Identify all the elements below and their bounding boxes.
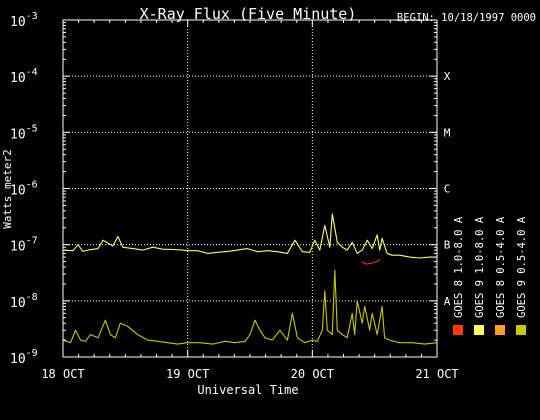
y-tick-label: 10-3 bbox=[10, 11, 38, 30]
grid bbox=[63, 20, 437, 357]
flare-class-label-b: B bbox=[444, 239, 451, 252]
begin-label: BEGIN: 10/18/1997 0000 bbox=[397, 12, 536, 24]
chart-title: X-Ray Flux (Five Minute) bbox=[140, 5, 357, 23]
legend-label-1: GOES 8 0.5-4.0 A bbox=[495, 216, 507, 318]
legend-swatch-1 bbox=[495, 325, 505, 335]
legend-swatch-0 bbox=[453, 325, 463, 335]
flare-class-label-a: A bbox=[444, 295, 451, 308]
series-line-goes-9-1-0-8-0-a bbox=[62, 213, 437, 259]
series-line-goes-8-1-0-8-0-a bbox=[361, 258, 381, 265]
x-tick-label: 19 OCT bbox=[166, 367, 209, 381]
legend-label-0: GOES 8 1.0-8.0 A bbox=[453, 216, 465, 318]
legend-swatch-2 bbox=[474, 325, 484, 335]
legend: GOES 8 1.0-8.0 A GOES 9 1.0-8.0 A GOES 8 0… bbox=[453, 216, 528, 335]
y-tick-label: 10-5 bbox=[10, 123, 38, 142]
y-tick-label: 10-7 bbox=[10, 236, 38, 255]
flare-class-label-c: C bbox=[444, 183, 451, 196]
legend-label-3: GOES 9 0.5-4.0 A bbox=[516, 216, 528, 318]
series bbox=[62, 213, 438, 345]
x-tick-label: 20 OCT bbox=[291, 367, 334, 381]
flare-class-label-m: M bbox=[444, 126, 451, 139]
x-tick-label: 18 OCT bbox=[41, 367, 84, 381]
legend-swatch-3 bbox=[516, 325, 526, 335]
legend-label-2: GOES 9 1.0-8.0 A bbox=[474, 216, 486, 318]
x-axis-label: Universal Time bbox=[197, 383, 298, 397]
y-tick-label: 10-4 bbox=[10, 67, 38, 86]
y-tick-label: 10-8 bbox=[10, 292, 38, 311]
y-axis-label: Watts meter2 bbox=[1, 149, 14, 228]
series-line-goes-9-0-5-4-0-a bbox=[62, 269, 438, 345]
flare-class-label-x: X bbox=[444, 70, 451, 83]
y-tick-label: 10-6 bbox=[10, 180, 38, 199]
x-tick-label: 21 OCT bbox=[415, 367, 458, 381]
axes: A B C M X 10-9 10-8 10-7 10-6 10-5 10-4 10-3 18 OCT 1… bbox=[10, 11, 459, 381]
y-tick-label: 10-9 bbox=[10, 348, 38, 367]
